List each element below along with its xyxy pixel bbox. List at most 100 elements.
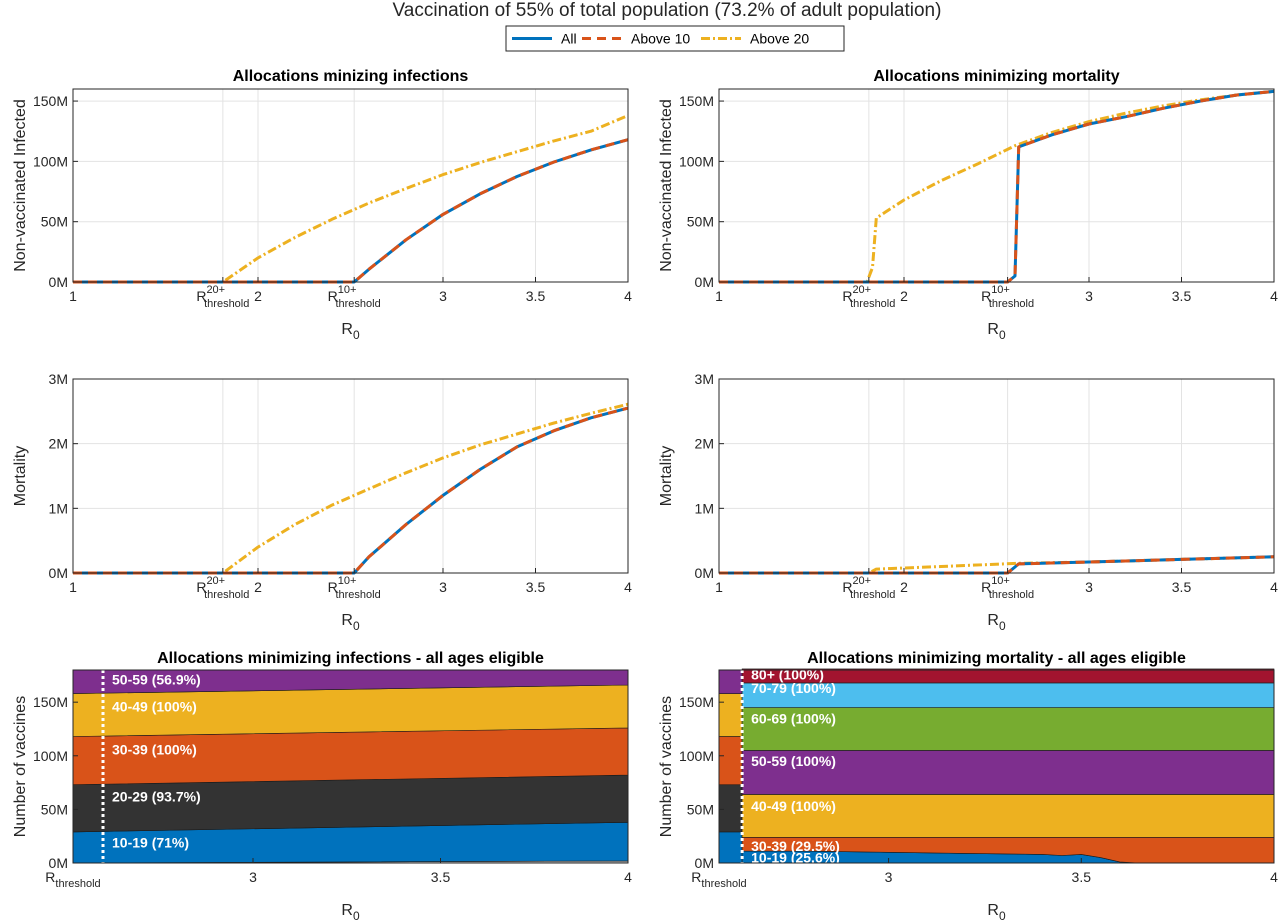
y-axis-label: Number of vaccines	[658, 696, 675, 837]
y-tick-label: 100M	[679, 748, 714, 764]
x-tick-label: 1	[715, 579, 723, 595]
series-line-above-20	[73, 114, 629, 284]
legend-box	[505, 25, 845, 52]
y-tick-label: 0M	[49, 274, 68, 290]
y-tick-label: 3M	[49, 371, 68, 387]
x-tick-label: 1	[69, 579, 77, 595]
x-tick-label: 3.5	[1072, 869, 1092, 885]
y-tick-label: 150M	[33, 93, 68, 109]
x-tick-label: 4	[1270, 579, 1278, 595]
y-tick-label: 150M	[679, 93, 714, 109]
series-line-above-20	[719, 89, 1275, 284]
band-label: 40-49 (100%)	[112, 698, 197, 714]
axes-box	[72, 378, 629, 574]
band-label: 30-39 (29.5%)	[751, 838, 840, 854]
panel-inf-infections: 0M 50M 100M 150M 1 R20+ threshold 2 R10+ threshol…	[12, 68, 632, 342]
y-axis-label: Non-vaccinated Infected	[658, 99, 675, 272]
x-tick-label: 3	[1085, 288, 1093, 304]
panel-inf-mortality: 0M 1M 2M 3M 1 R20+ threshold 2 R10+ threshold 3 3.5…	[12, 371, 632, 633]
y-axis-label: Non-vaccinated Infected	[12, 99, 29, 272]
x-tick-label: R20+ threshold	[196, 575, 249, 601]
x-tick-label: R10+ threshold	[328, 284, 381, 310]
legend: All Above 10 Above 20	[505, 25, 845, 52]
panel-title: Allocations minimizing infections - all …	[157, 650, 544, 667]
x-tick-label: 4	[1270, 869, 1278, 885]
panel-mort-mortality: 0M 1M 2M 3M 1 R20+ threshold 2 R10+ threshold 3 3.5…	[658, 371, 1278, 633]
band-label: 60-69 (100%)	[751, 710, 836, 726]
x-axis-label: R0	[987, 612, 1006, 633]
x-tick-label: R10+ threshold	[981, 284, 1034, 310]
y-tick-label: 0M	[695, 565, 714, 581]
band-label: 10-19 (71%)	[112, 835, 189, 851]
y-tick-label: 100M	[33, 153, 68, 169]
band-label: 80+ (100%)	[751, 666, 824, 682]
series-line-above-10	[73, 138, 629, 284]
x-axis-label: R0	[987, 321, 1006, 342]
x-tick-label: 3	[439, 579, 447, 595]
x-tick-label: 3.5	[1172, 288, 1192, 304]
panel-title: Allocations minimizing mortality - all a…	[807, 650, 1186, 667]
x-tick-label: 2	[254, 579, 262, 595]
x-tick-label: 4	[624, 288, 632, 304]
series-line-all	[719, 89, 1275, 284]
y-axis-label: Number of vaccines	[12, 696, 29, 837]
x-tick-label: 3.5	[526, 579, 546, 595]
legend-label: Above 10	[631, 31, 690, 47]
y-tick-label: 0M	[695, 855, 714, 871]
y-tick-label: 100M	[33, 748, 68, 764]
y-tick-label: 100M	[679, 153, 714, 169]
x-tick-label: 3.5	[431, 869, 451, 885]
legend-label: All	[561, 31, 577, 47]
strip-band-50-59	[718, 669, 743, 694]
series-line-above-10	[719, 89, 1275, 284]
y-tick-label: 0M	[695, 274, 714, 290]
axes-box	[718, 88, 1275, 283]
panel-mort-alloc: 10-19 (25.6%)30-39 (29.5%) 40-49 (100%) 50…	[658, 650, 1278, 923]
x-axis-label: R0	[987, 902, 1006, 923]
series-line-above-20	[73, 402, 629, 575]
x-tick-label: 3	[439, 288, 447, 304]
x-tick-label: 4	[1270, 288, 1278, 304]
y-tick-label: 50M	[687, 214, 714, 230]
x-tick-label: R20+ threshold	[842, 284, 895, 310]
y-tick-label: 1M	[695, 500, 714, 516]
x-tick-label: 3	[1085, 579, 1093, 595]
axes-box	[72, 88, 629, 283]
strip-band-10-19	[718, 831, 743, 864]
band-label: 30-39 (100%)	[112, 741, 197, 757]
y-tick-label: 150M	[679, 694, 714, 710]
band-label: 20-29 (93.7%)	[112, 789, 201, 805]
figure-title: Vaccination of 55% of total population (…	[393, 0, 942, 21]
x-tick-label: 3	[249, 869, 257, 885]
y-tick-label: 50M	[41, 801, 68, 817]
x-tick-label: 2	[254, 288, 262, 304]
x-tick-label: Rthreshold	[691, 869, 746, 890]
panel-title: Allocations minizing infections	[233, 68, 469, 85]
panel-inf-alloc: 10-19 (71%) 20-29 (93.7%) 30-39 (100%) 40-4…	[12, 650, 632, 923]
y-tick-label: 150M	[33, 694, 68, 710]
series-line-all	[73, 406, 629, 575]
x-tick-label: R10+ threshold	[981, 575, 1034, 601]
legend-label: Above 20	[750, 31, 809, 47]
y-tick-label: 50M	[41, 214, 68, 230]
x-axis-label: R0	[341, 612, 360, 633]
x-axis-label: R0	[341, 902, 360, 923]
x-tick-label: 3.5	[526, 288, 546, 304]
x-tick-label: 1	[69, 288, 77, 304]
y-tick-label: 0M	[49, 565, 68, 581]
band-label: 10-19 (25.6%)	[751, 850, 840, 866]
y-tick-label: 50M	[687, 801, 714, 817]
band-label: 50-59 (56.9%)	[112, 672, 201, 688]
x-tick-label: 1	[715, 288, 723, 304]
axes-box	[72, 669, 629, 864]
y-tick-label: 1M	[49, 500, 68, 516]
axes-box	[718, 378, 1275, 574]
x-tick-label: 3.5	[1172, 579, 1192, 595]
x-tick-label: R20+ threshold	[842, 575, 895, 601]
y-tick-label: 2M	[49, 436, 68, 452]
x-tick-label: 2	[900, 288, 908, 304]
x-axis-label: R0	[341, 321, 360, 342]
y-axis-label: Mortality	[12, 446, 29, 506]
strip-band-40-49	[718, 693, 743, 737]
